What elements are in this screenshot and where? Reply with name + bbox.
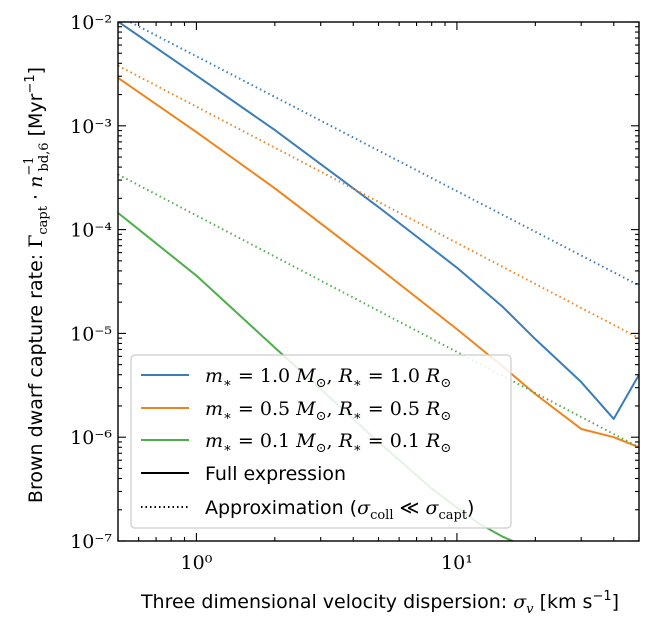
- y-tick-label: 10⁻⁶: [70, 427, 112, 449]
- legend-box: [130, 354, 512, 529]
- series-line-4-dotted: [118, 64, 639, 340]
- y-tick-label: 10⁻⁵: [70, 323, 112, 345]
- series-line-2-dotted: [127, 22, 639, 287]
- x-tick-label: 10¹: [441, 552, 473, 574]
- series-line-6-dotted: [118, 173, 639, 449]
- y-tick-label: 10⁻²: [70, 12, 112, 34]
- y-tick-label: 10⁻³: [70, 116, 112, 138]
- legend-entry-2: m∗ = 0.5 M⊙, R∗ = 0.5 R⊙: [205, 398, 451, 424]
- legend-entry-approx: Approximation (σcoll ≪ σcapt): [205, 497, 474, 523]
- series-line-3-solid: [118, 76, 639, 449]
- legend-entry-1: m∗ = 1.0 M⊙, R∗ = 1.0 R⊙: [205, 365, 451, 391]
- legend-entry-3: m∗ = 0.1 M⊙, R∗ = 0.1 R⊙: [205, 430, 451, 456]
- x-tick-label: 10⁰: [181, 552, 213, 574]
- legend: m∗ = 1.0 M⊙, R∗ = 1.0 R⊙ m∗ = 0.5 M⊙, R∗…: [130, 354, 512, 529]
- plot-frame: [117, 21, 640, 542]
- x-axis-label: Three dimensional velocity dispersion: σ…: [140, 589, 619, 617]
- legend-entry-full: Full expression: [205, 463, 346, 485]
- tick-labels-layer: 10⁰ 10¹ 10⁻⁷ 10⁻⁶ 10⁻⁵ 10⁻⁴ 10⁻³ 10⁻²: [70, 12, 473, 574]
- series-line-1-solid: [118, 22, 639, 420]
- y-tick-label: 10⁻⁴: [70, 220, 112, 242]
- y-axis-label: Brown dwarf capture rate: Γcapt · n−1bd,…: [22, 67, 52, 503]
- y-tick-label: 10⁻⁷: [70, 531, 112, 553]
